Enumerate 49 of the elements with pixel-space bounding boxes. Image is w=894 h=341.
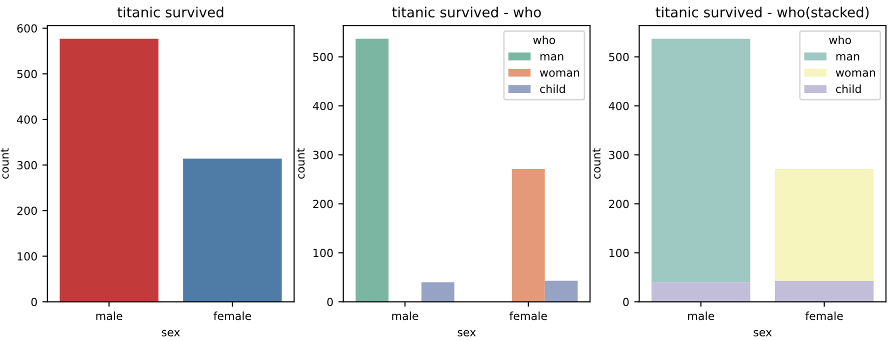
y-tick-label: 300 (17, 160, 37, 170)
x-axis-title: sex (458, 330, 476, 336)
legend-label: woman (836, 70, 876, 77)
y-tick-label: 200 (313, 200, 333, 208)
y-tick-label: 200 (609, 200, 629, 208)
bar (356, 38, 389, 302)
chart-title: titanic survived - who(stacked) (656, 6, 869, 20)
y-axis-title: count (592, 148, 601, 179)
y-tick-label: 0 (327, 298, 333, 306)
legend-label: man (836, 54, 860, 60)
y-tick-label: 600 (17, 24, 37, 33)
legend-label: woman (540, 70, 580, 77)
y-tick-label: 100 (610, 248, 629, 258)
bar (774, 169, 874, 281)
y-tick-label: 400 (312, 102, 333, 110)
bar (774, 280, 874, 302)
y-tick-label: 400 (16, 115, 37, 124)
x-tick-label: male (392, 312, 418, 320)
y-tick-label: 0 (31, 298, 37, 306)
y-tick-label: 500 (609, 52, 629, 62)
y-tick-label: 100 (18, 252, 37, 261)
x-tick-label: male (688, 312, 714, 320)
bar (421, 282, 454, 302)
legend-title: who (533, 36, 556, 44)
legend-label: man (540, 54, 564, 60)
y-tick-label: 0 (623, 298, 629, 306)
x-tick-label: male (96, 312, 122, 320)
x-tick-label: female (805, 312, 843, 320)
y-tick-label: 300 (313, 150, 333, 160)
y-tick-label: 400 (608, 102, 629, 110)
x-axis-title: sex (754, 330, 772, 336)
chart-title: titanic survived - who (392, 6, 541, 18)
bar (652, 282, 750, 302)
chart-title: titanic survived (117, 6, 224, 18)
x-axis-title: sex (162, 330, 180, 336)
y-tick-label: 200 (17, 206, 37, 215)
x-tick-label: female (509, 312, 547, 320)
legend-label: child (836, 84, 861, 94)
legend-title: who (829, 36, 851, 44)
y-tick-label: 300 (609, 150, 629, 160)
bar (544, 280, 578, 302)
y-tick-label: 100 (314, 248, 333, 258)
y-axis-title: count (0, 148, 9, 179)
y-tick-label: 500 (313, 52, 333, 62)
x-tick-label: female (214, 312, 251, 320)
legend-label: child (540, 84, 565, 94)
y-tick-label: 500 (17, 70, 37, 78)
y-axis-title: count (296, 148, 305, 179)
bar (512, 169, 545, 302)
